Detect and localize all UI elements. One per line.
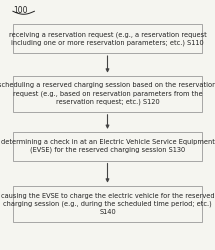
FancyBboxPatch shape <box>13 76 202 112</box>
Text: scheduling a reserved charging session based on the reservation
request (e.g., b: scheduling a reserved charging session b… <box>0 82 215 105</box>
FancyBboxPatch shape <box>13 132 202 161</box>
FancyBboxPatch shape <box>13 24 202 53</box>
FancyBboxPatch shape <box>13 186 202 222</box>
Text: causing the EVSE to charge the electric vehicle for the reserved
charging sessio: causing the EVSE to charge the electric … <box>1 193 214 215</box>
Text: determining a check in at an Electric Vehicle Service Equipment
(EVSE) for the r: determining a check in at an Electric Ve… <box>1 139 214 153</box>
Text: 100: 100 <box>13 6 27 15</box>
Text: receiving a reservation request (e.g., a reservation request
including one or mo: receiving a reservation request (e.g., a… <box>9 31 206 46</box>
